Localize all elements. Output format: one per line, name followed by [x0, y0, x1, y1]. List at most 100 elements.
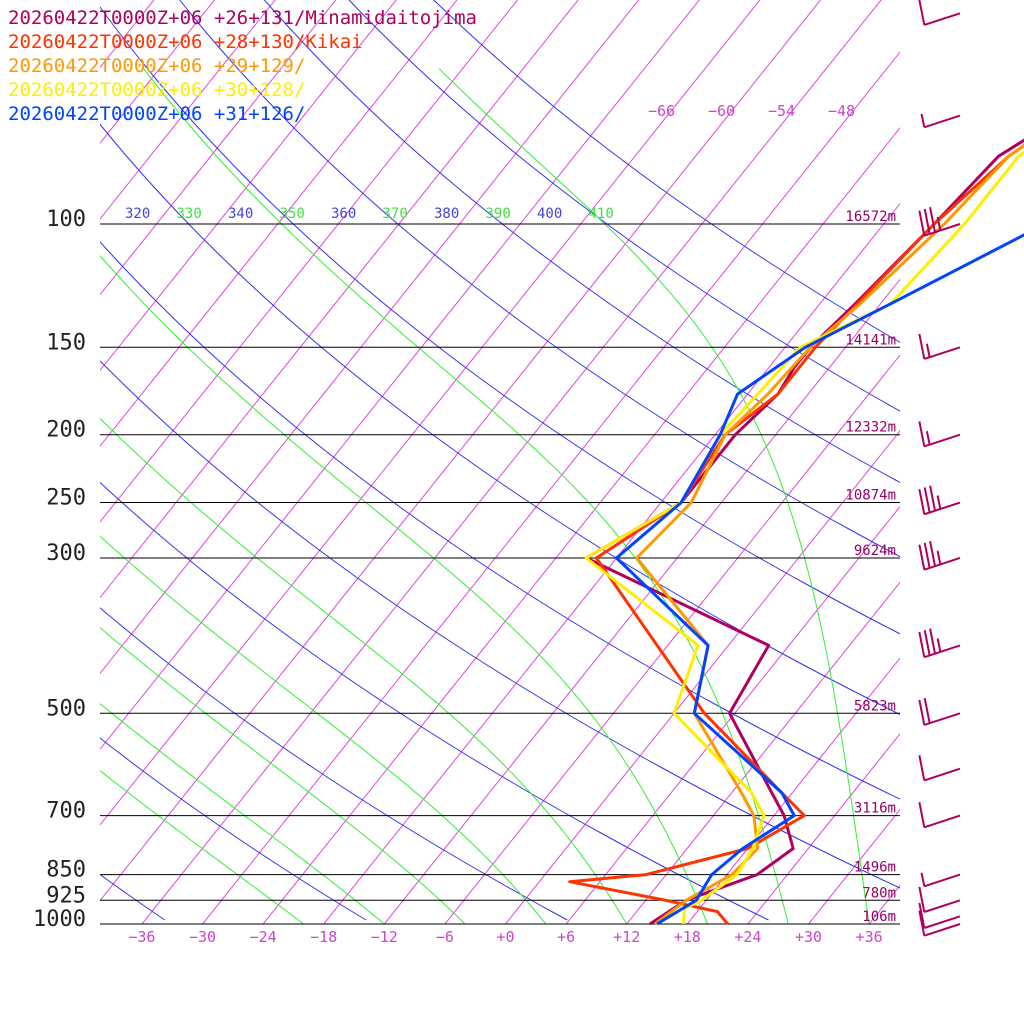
isotherm-line [100, 0, 276, 220]
pressure-label: 200 [46, 418, 86, 443]
isotherm-line [100, 0, 337, 296]
isotherm-line [100, 0, 700, 750]
moist-adiabat [100, 255, 708, 924]
wind-barb [918, 886, 961, 913]
isotherm-line [0, 0, 33, 924]
pressure-label: 700 [46, 799, 86, 824]
legend-entry: 20260422T0000Z+06 +29+129/ [8, 55, 306, 77]
temperature-tick-label: +12 [613, 928, 640, 946]
temperature-profile [584, 150, 1024, 925]
wind-barb [918, 540, 961, 571]
theta-label: 410 [589, 206, 614, 222]
wind-barb [918, 206, 961, 237]
temperature-profile [615, 233, 1024, 926]
isotherm-line [100, 0, 640, 675]
pressure-label: 500 [46, 696, 86, 721]
legend-entry: 20260422T0000Z+06 +30+128/ [8, 79, 306, 101]
top-temperature-label: −66 [648, 102, 675, 120]
isotherm-line [100, 0, 821, 902]
isotherm-line [930, 0, 1024, 924]
isotherm-line [383, 278, 900, 924]
temperature-tick-label: +18 [674, 928, 701, 946]
wind-barb [918, 910, 961, 937]
temperature-tick-label: −30 [189, 928, 216, 946]
temperature-tick-label: −12 [371, 928, 398, 946]
dry-adiabat [100, 481, 769, 921]
isotherm-line [686, 657, 900, 924]
height-label: 10874m [845, 488, 896, 504]
height-label: 3116m [854, 801, 896, 817]
theta-label: 400 [537, 206, 562, 222]
wind-barb [918, 485, 961, 516]
height-label: 16572m [845, 209, 896, 225]
height-label: 1496m [854, 860, 896, 876]
dry-adiabat [100, 123, 900, 716]
dry-adiabat [433, 0, 900, 343]
theta-label: 380 [434, 206, 459, 222]
legend-entry: 20260422T0000Z+06 +31+126/ [8, 103, 306, 125]
isotherm-line [808, 808, 900, 924]
height-label: 5823m [854, 698, 896, 714]
isotherm-line [100, 0, 397, 372]
dry-adiabat [100, 737, 367, 921]
wind-barb [918, 697, 961, 726]
wind-barb [918, 802, 961, 829]
height-label: 780m [862, 885, 896, 901]
temperature-tick-label: +36 [856, 928, 883, 946]
pressure-label: 250 [46, 486, 86, 511]
pressure-label: 1000 [33, 907, 86, 932]
dry-adiabat [100, 241, 900, 800]
temperature-tick-label: +0 [496, 928, 514, 946]
wind-barb [918, 902, 961, 929]
moist-adiabat [100, 703, 385, 924]
wind-barb [918, 333, 961, 360]
wind-barb [920, 113, 961, 129]
theta-label: 320 [125, 206, 150, 222]
dry-adiabat [100, 873, 166, 921]
temperature-profile [568, 143, 1024, 925]
theta-label: 370 [383, 206, 408, 222]
temperature-tick-label: +24 [734, 928, 761, 946]
wind-barbs-layer [918, 0, 961, 937]
isotherm-line [141, 0, 882, 924]
temperature-tick-label: −18 [310, 928, 337, 946]
temperature-tick-label: +6 [557, 928, 575, 946]
isotherm-line [100, 0, 761, 826]
wind-barb [918, 628, 961, 659]
height-label: 14141m [845, 332, 896, 348]
temperature-profile [584, 138, 1024, 926]
isotherm-line [100, 0, 155, 69]
theta-label: 350 [280, 206, 305, 222]
wind-barb [918, 755, 961, 782]
pressure-label: 925 [46, 883, 86, 908]
height-label: 12332m [845, 420, 896, 436]
isotherm-line [100, 0, 518, 523]
isotherm-line [505, 430, 900, 924]
moist-adiabat [100, 627, 466, 924]
grid-layer [0, 0, 1024, 924]
isotherm-line [444, 354, 900, 924]
wind-barb [918, 421, 961, 448]
temperature-tick-label: −24 [250, 928, 277, 946]
moist-adiabat [100, 535, 547, 924]
dry-adiabat [179, 0, 900, 558]
moist-adiabat [100, 417, 628, 924]
temperature-tick-label: +30 [795, 928, 822, 946]
isotherm-line [565, 505, 900, 924]
dry-adiabat [100, 360, 900, 889]
isotherm-line [0, 0, 93, 924]
temperature-profile [635, 143, 1024, 926]
wind-barb [920, 872, 961, 888]
legend-entry: 20260422T0000Z+06 +28+130/Kikai [8, 31, 363, 53]
isotherm-line [747, 733, 900, 924]
height-label: 9624m [854, 543, 896, 559]
dry-adiabat [264, 0, 900, 484]
isotherm-line [323, 202, 900, 924]
moist-adiabat [438, 68, 870, 924]
theta-label: 340 [228, 206, 253, 222]
top-temperature-label: −48 [828, 102, 855, 120]
pressure-label: 150 [46, 330, 86, 355]
legend: 20260422T0000Z+06 +26+131/Minamidaitojim… [8, 6, 477, 126]
wind-barb [918, 0, 961, 26]
